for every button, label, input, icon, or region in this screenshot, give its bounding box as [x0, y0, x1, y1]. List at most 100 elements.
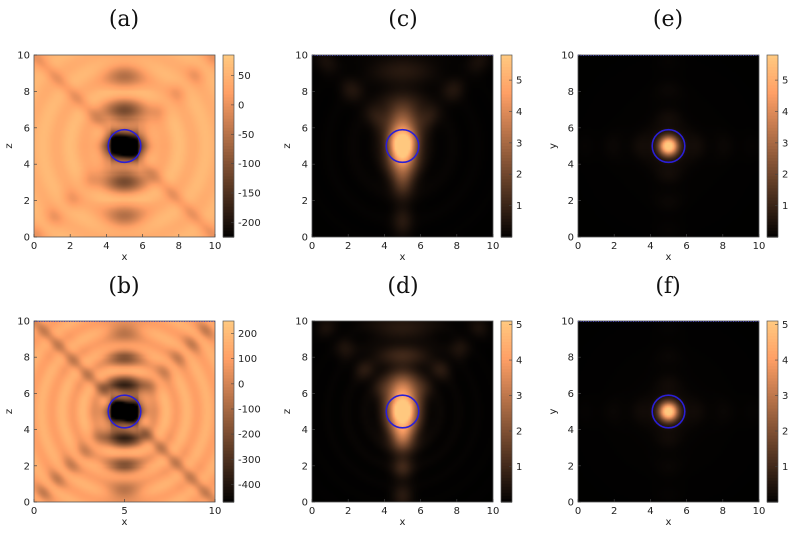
colorbar-segment — [223, 152, 234, 156]
colorbar-segment — [223, 88, 234, 92]
colorbar-segment — [501, 106, 512, 111]
y-axis-label: y — [548, 408, 559, 414]
colorbar-tick-label: -100 — [238, 159, 261, 170]
colorbar-segment — [223, 339, 234, 343]
colorbar-segment — [223, 399, 234, 404]
colorbar-segment — [501, 405, 512, 410]
colorbar-segment — [767, 152, 778, 156]
panel-label: (c) — [388, 7, 418, 32]
colorbar-segment — [223, 209, 234, 214]
colorbar-segment — [767, 167, 778, 171]
colorbar-segment — [223, 453, 234, 458]
plot-frame — [33, 54, 216, 238]
colorbar-segment — [767, 447, 778, 452]
colorbar-segment — [501, 372, 512, 376]
colorbar-segment — [223, 139, 234, 144]
y-tick-label: 0 — [568, 233, 574, 244]
colorbar-segment — [767, 420, 778, 425]
colorbar-segment — [767, 64, 778, 68]
colorbar-segment — [501, 327, 512, 331]
x-tick-label: 4 — [647, 241, 653, 252]
colorbar-segment — [223, 393, 234, 398]
colorbar-segment — [223, 474, 234, 479]
colorbar-segment — [767, 438, 778, 443]
x-tick-label: 6 — [139, 241, 145, 252]
x-tick-label: 4 — [381, 506, 387, 517]
heatmap-image — [578, 55, 759, 237]
colorbar-segment — [501, 399, 512, 404]
colorbar-segment — [501, 402, 512, 407]
colorbar-segment — [223, 435, 234, 440]
x-tick-label: 0 — [31, 506, 37, 517]
colorbar-segment — [223, 64, 234, 68]
colorbar-segment — [501, 444, 512, 449]
scatterer-circle — [107, 394, 142, 429]
colorbar-segment — [767, 360, 778, 364]
colorbar-segment — [501, 118, 512, 123]
colorbar-segment — [501, 453, 512, 458]
colorbar-tick-label: 0 — [238, 100, 244, 111]
colorbar-segment — [223, 115, 234, 120]
colorbar-segment — [501, 456, 512, 461]
y-tick-label: 4 — [568, 160, 574, 171]
colorbar-segment — [223, 420, 234, 425]
colorbar-segment — [223, 100, 234, 105]
colorbar-segment — [767, 405, 778, 410]
colorbar-segment — [767, 324, 778, 328]
colorbar-tick-label: 1 — [782, 462, 788, 473]
colorbar-segment — [501, 109, 512, 114]
panel-label: (f) — [655, 274, 680, 299]
colorbar-segment — [767, 182, 778, 187]
colorbar-segment — [223, 369, 234, 373]
colorbar-segment — [223, 67, 234, 71]
colorbar-segment — [767, 115, 778, 120]
x-axis-label: x — [122, 252, 128, 263]
y-axis-label: z — [4, 409, 15, 414]
colorbar-segment — [767, 146, 778, 150]
x-tick-label: 4 — [381, 241, 387, 252]
colorbar-segment — [501, 384, 512, 388]
colorbar-segment — [223, 345, 234, 349]
colorbar-segment — [501, 462, 512, 467]
colorbar-segment — [223, 492, 234, 497]
colorbar-segment — [501, 91, 512, 96]
colorbar-tick-label: -200 — [238, 218, 261, 229]
colorbar-segment — [223, 94, 234, 99]
colorbar-tick-label: 2 — [516, 170, 522, 181]
colorbar-segment — [501, 468, 512, 473]
colorbar-segment — [501, 127, 512, 132]
colorbar-segment — [501, 61, 512, 65]
y-tick-label: 2 — [302, 196, 308, 207]
x-tick-label: 8 — [720, 506, 726, 517]
colorbar-segment — [501, 146, 512, 150]
colorbar-tick-label: 2 — [516, 427, 522, 438]
colorbar-tick-label: -100 — [238, 404, 261, 415]
colorbar-segment — [223, 79, 234, 83]
colorbar-tick-label: 2 — [782, 170, 788, 181]
colorbar-segment — [501, 396, 512, 401]
colorbar-segment — [501, 417, 512, 422]
colorbar-segment — [223, 97, 234, 102]
y-tick-label: 0 — [302, 498, 308, 509]
colorbar-segment — [501, 221, 512, 226]
colorbar-segment — [223, 336, 234, 340]
colorbar-segment — [501, 321, 512, 325]
x-tick-label: 5 — [121, 506, 127, 517]
y-tick-label: 6 — [568, 123, 574, 134]
colorbar-segment — [223, 127, 234, 132]
colorbar-segment — [767, 194, 778, 199]
x-tick-label: 8 — [454, 241, 460, 252]
colorbar-segment — [767, 88, 778, 92]
x-tick-label: 0 — [31, 241, 37, 252]
colorbar-segment — [767, 112, 778, 117]
colorbar-segment — [767, 218, 778, 223]
colorbar-segment — [223, 351, 234, 355]
colorbar-segment — [501, 324, 512, 328]
colorbar-segment — [501, 233, 512, 238]
colorbar-segment — [767, 321, 778, 325]
colorbar-segment — [767, 139, 778, 144]
colorbar-frame — [222, 54, 235, 238]
colorbar-segment — [501, 124, 512, 129]
colorbar-segment — [767, 453, 778, 458]
